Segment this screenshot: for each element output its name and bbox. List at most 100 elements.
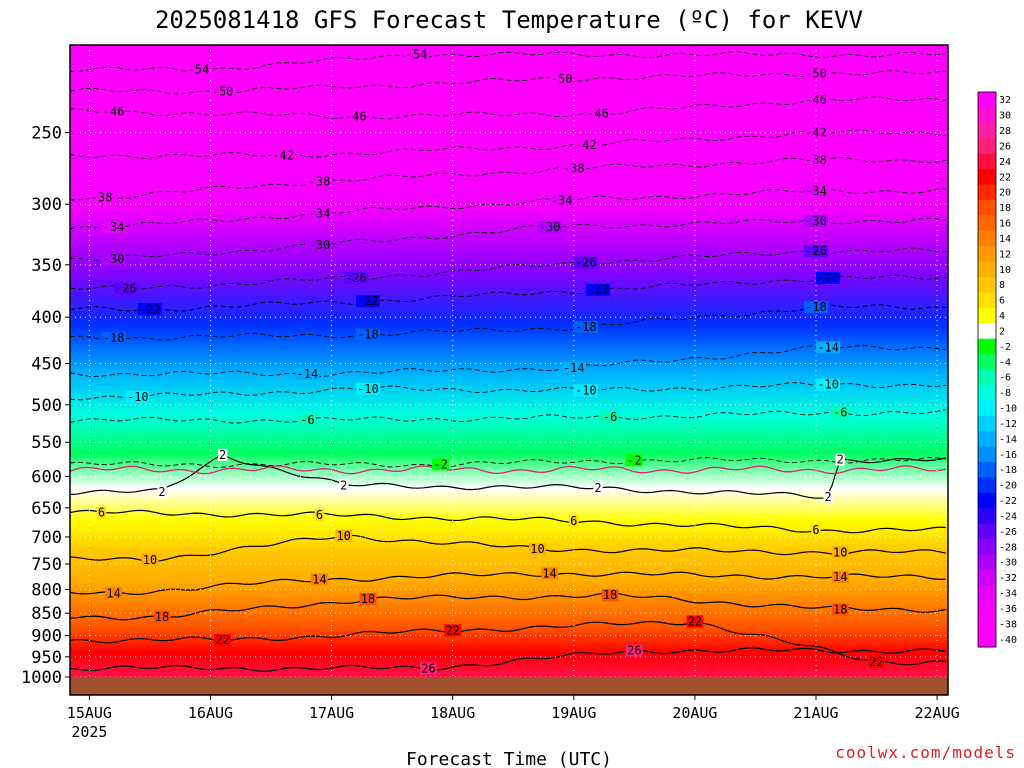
contour-label: -46 <box>103 105 125 119</box>
contour-label: -42 <box>805 126 827 140</box>
contour-label: -50 <box>805 66 827 80</box>
colorbar-swatch <box>978 92 996 108</box>
plot-area: -54-54-50-50 -50-46 -46 -46-46-42-42-42-38-… <box>69 44 949 696</box>
contour-label: -38 <box>563 162 585 176</box>
contour-label: -30 <box>103 252 125 266</box>
contour-label-bg <box>157 485 167 498</box>
colorbar-swatch <box>978 122 996 139</box>
contour-label: 2 <box>158 485 165 499</box>
contour-label: 18 <box>361 592 375 606</box>
contour-label-bg <box>125 390 150 403</box>
colorbar-label: 18 <box>999 203 1011 214</box>
contour-label-bg <box>271 149 296 162</box>
contour-label-bg <box>355 382 381 395</box>
contour-label: -46 <box>805 93 827 107</box>
contour-label: 18 <box>833 602 847 616</box>
contour-label-bg <box>625 454 643 467</box>
contour-label: -42 <box>575 138 597 152</box>
contour-label-bg <box>573 384 599 397</box>
contour-label-bg <box>432 458 449 471</box>
contour-label-bg <box>101 221 126 234</box>
colorbar-swatch <box>978 554 996 571</box>
contour-label: -6 <box>300 413 314 427</box>
colorbar-swatch <box>978 477 996 494</box>
colorbar-label: -18 <box>999 465 1017 476</box>
contour-label-bg <box>835 453 845 466</box>
contour-label-bg <box>625 644 643 657</box>
contour-label-bg <box>210 85 235 98</box>
y-tick-label: 400 <box>31 308 62 328</box>
contour-label: -50 <box>551 72 573 86</box>
contour-label-bg <box>217 448 228 461</box>
contour-label: -26 <box>345 271 367 285</box>
colorbar-frame <box>977 91 997 648</box>
contour-label-bg <box>186 63 211 76</box>
contour-label-bg <box>811 524 821 537</box>
contour-line <box>69 591 947 621</box>
colorbar-label: 12 <box>999 249 1011 260</box>
contour-line <box>69 274 947 312</box>
contour-label: -10 <box>127 390 149 404</box>
contour-label-bg <box>803 184 829 197</box>
colorbar-label: -20 <box>999 481 1017 492</box>
colorbar: 32 30 28 26 24 22 20 18 16 14 12 10 8 6 4 2 -2 -4 -6 -8 -10 -… <box>977 91 1017 648</box>
contour-label-bg <box>816 378 841 391</box>
temperature-field <box>70 45 948 695</box>
contour-label-bg <box>549 194 574 207</box>
colorbar-label: -8 <box>999 388 1011 399</box>
colorbar-label: -32 <box>999 573 1017 584</box>
contour-label: 2 <box>837 453 844 467</box>
colorbar-label: -14 <box>999 434 1017 445</box>
contour-line <box>69 188 947 230</box>
ground-surface <box>70 677 948 695</box>
contour-label-bg <box>803 153 829 166</box>
contour-line <box>69 157 947 201</box>
contour-label: 26 <box>421 661 435 675</box>
y-tick-label: 650 <box>31 499 62 519</box>
colorbar-swatch <box>978 631 996 648</box>
contour-label: -30 <box>309 238 331 252</box>
colorbar-swatch <box>978 246 996 263</box>
contour-label-bg <box>585 283 611 296</box>
contour-label-bg <box>214 633 231 646</box>
contour-label: -18 <box>575 320 597 334</box>
contour-label-bg <box>686 615 704 628</box>
colorbar-swatch <box>978 277 996 293</box>
colorbar-label: 20 <box>999 188 1011 199</box>
contour-label: 18 <box>155 610 169 624</box>
x-tick-label: 16AUG <box>188 704 233 722</box>
colorbar-swatch <box>978 415 996 432</box>
contour-label: -26 <box>115 282 137 296</box>
contour-label: -26 <box>575 256 597 270</box>
contour-line <box>69 534 947 563</box>
colorbar-swatch <box>978 616 996 633</box>
contour-label: -14 <box>297 367 319 381</box>
contour-label-bg <box>101 105 126 118</box>
contour-label: -22 <box>587 283 609 297</box>
x-tick-label: 15AUG <box>67 704 112 722</box>
contour-label: -38 <box>91 191 113 205</box>
contour-label: -14 <box>817 340 839 354</box>
colorbar-swatch <box>978 585 996 602</box>
contour-label-bg <box>137 303 163 316</box>
contour-label: -30 <box>805 214 827 228</box>
colorbar-swatch <box>978 138 996 155</box>
contour-label-bg <box>573 320 599 333</box>
contour-label: -34 <box>551 193 573 207</box>
colorbar-swatch <box>978 153 996 170</box>
colorbar-swatch <box>978 369 996 386</box>
colorbar-swatch <box>978 338 996 355</box>
contour-label-bg <box>549 72 574 85</box>
contour-line <box>69 382 947 401</box>
contour-line <box>69 345 947 378</box>
contour-label-bg <box>105 587 122 600</box>
contour-label-bg <box>335 529 353 542</box>
contour-label-bg <box>803 301 829 314</box>
contour-label-bg <box>359 593 377 606</box>
colorbar-label: -24 <box>999 511 1017 522</box>
y-tick-label: 500 <box>31 396 62 416</box>
contour-label: 22 <box>869 655 883 669</box>
contour-label-bg <box>295 367 320 380</box>
colorbar-label: 4 <box>999 311 1005 322</box>
contour-label: -6 <box>833 406 847 420</box>
